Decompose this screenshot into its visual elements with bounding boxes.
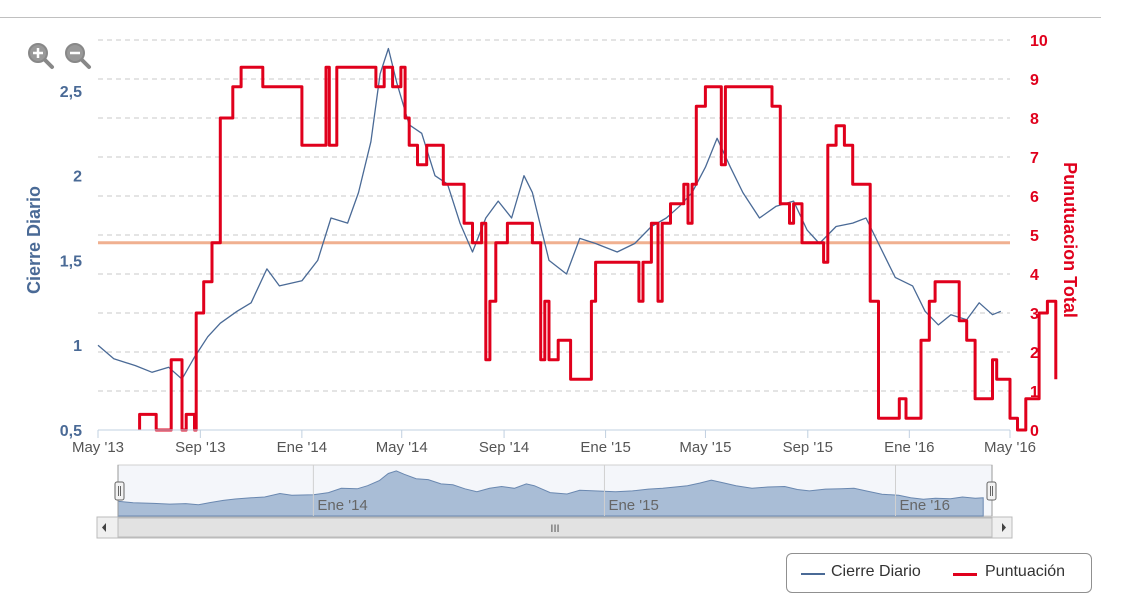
zoom-out-button[interactable] — [63, 41, 93, 71]
right-tick-label: 4 — [1030, 267, 1039, 284]
left-tick-label: 1,5 — [60, 253, 82, 270]
right-tick-label: 1 — [1030, 384, 1039, 401]
right-tick-label: 6 — [1030, 189, 1039, 206]
x-tick-label: Sep '13 — [175, 439, 225, 456]
x-tick-label: May '16 — [984, 439, 1036, 456]
magnifier-minus-icon — [65, 43, 91, 69]
navigator-left-handle[interactable] — [114, 481, 125, 501]
legend-item-puntuacion[interactable]: Puntuación — [985, 563, 1066, 580]
x-tick-label: May '15 — [679, 439, 731, 456]
series-line-puntuacion — [138, 65, 1058, 432]
series-layer — [97, 47, 1058, 432]
right-tick-label: 7 — [1030, 150, 1039, 167]
x-tick-label: Ene '14 — [277, 439, 327, 456]
magnifier-plus-icon — [28, 43, 54, 69]
scrollbar-thumb[interactable] — [117, 517, 993, 538]
left-tick-label: 2 — [73, 169, 82, 186]
x-tick-label: Ene '15 — [580, 439, 630, 456]
grid-layer — [98, 39, 1010, 392]
right-tick-label: 5 — [1030, 228, 1039, 245]
navigator-tick-label: Ene '16 — [900, 497, 950, 514]
navigator[interactable]: Ene '14 Ene '15 Ene '16 III — [96, 464, 1013, 539]
x-tick-label: May '14 — [376, 439, 428, 456]
x-tick-label: Sep '14 — [479, 439, 529, 456]
right-axis-title: Punutuacion Total — [1060, 162, 1080, 318]
top-divider — [0, 17, 1101, 18]
legend-swatch-puntuacion — [953, 573, 977, 576]
right-tick-label: 0 — [1030, 423, 1039, 440]
axis-layer: May '13 Sep '13 Ene '14 May '14 Sep '14 Ene '… — [60, 33, 1048, 456]
legend-swatch-cierre — [801, 573, 825, 575]
right-tick-label: 8 — [1030, 111, 1039, 128]
right-tick-label: 9 — [1030, 72, 1039, 89]
x-tick-label: Ene '16 — [884, 439, 934, 456]
left-tick-label: 0,5 — [60, 423, 82, 440]
left-tick-label: 2,5 — [60, 84, 82, 101]
left-tick-label: 1 — [73, 338, 82, 355]
navigator-right-handle[interactable] — [986, 481, 997, 501]
left-axis-title: Cierre Diario — [24, 186, 44, 294]
legend-item-cierre[interactable]: Cierre Diario — [831, 563, 921, 580]
right-tick-label: 2 — [1030, 345, 1039, 362]
scrollbar-grip: III — [550, 523, 559, 535]
legend: Cierre Diario Puntuación — [786, 553, 1092, 593]
x-tick-label: May '13 — [72, 439, 124, 456]
navigator-tick-label: Ene '15 — [608, 497, 658, 514]
x-tick-label: Sep '15 — [783, 439, 833, 456]
navigator-tick-label: Ene '14 — [317, 497, 367, 514]
navigator-series-area — [117, 470, 984, 517]
scroll-right-arrow-icon[interactable] — [1002, 523, 1006, 532]
scroll-left-arrow-icon[interactable] — [102, 523, 106, 532]
right-tick-label: 10 — [1030, 33, 1048, 50]
right-tick-label: 3 — [1030, 306, 1039, 323]
zoom-in-button[interactable] — [26, 41, 56, 71]
series-line-cierre-diario — [97, 47, 1002, 380]
